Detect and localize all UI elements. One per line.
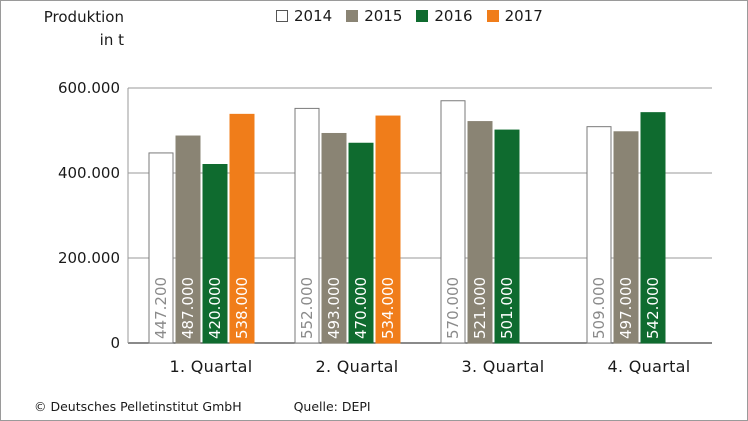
bar-2014 [294,107,320,344]
x-category-label: 1. Quartal [170,357,253,376]
x-category-label: 4. Quartal [608,357,691,376]
legend-item-2015: 2015 [346,7,402,25]
copyright-notice: © Deutsches Pelletinstitut GmbH [34,399,242,414]
legend-label-2014: 2014 [294,7,333,25]
bar-data-label: 538.000 [233,277,251,339]
bar-2016 [348,142,374,344]
bar-2016 [640,112,666,344]
legend-item-2017: 2017 [486,7,543,25]
legend-swatch-2016 [416,10,429,22]
legend-swatch-2015 [346,10,359,22]
bar-data-label: 542.000 [644,277,662,339]
legend-swatch-2017 [486,10,499,22]
y-axis-title-line-1: Produktion [43,8,124,26]
source-note: Quelle: DEPI [293,399,371,414]
legend-item-2014: 2014 [276,7,332,25]
bar-data-label: 487.000 [179,277,197,339]
bar-data-label: 509.000 [590,277,608,339]
legend: 2014 2015 2016 2017 [276,6,557,26]
legend-swatch-2014 [276,10,288,22]
bar-2014 [148,152,174,344]
bar-2016 [202,164,228,344]
x-category-label: 3. Quartal [462,357,545,376]
bar-data-label: 470.000 [352,277,370,339]
legend-label-2016: 2016 [434,7,473,25]
legend-item-2016: 2016 [416,7,473,25]
y-tick-label: 200.000 [58,249,120,267]
bar-data-label: 447.200 [152,277,170,339]
y-tick-label: 0 [110,334,120,352]
bar-data-label: 501.000 [498,277,516,339]
bar-2015 [175,135,201,344]
y-tick-label: 400.000 [58,164,120,182]
bar-data-label: 420.000 [206,277,224,339]
bar-2015 [613,131,639,344]
footer: © Deutsches Pelletinstitut GmbH Quelle: … [34,399,419,414]
y-axis-title-line-2: in t [99,31,124,49]
bar-2014 [440,100,466,344]
bar-2015 [321,132,347,344]
bar-data-label: 493.000 [325,277,343,339]
y-axis-title: Produktion in t [30,6,124,52]
bar-data-label: 497.000 [617,277,635,339]
bar-data-label: 570.000 [444,277,462,339]
bar-data-label: 521.000 [471,277,489,339]
legend-label-2015: 2015 [364,7,403,25]
bar-2016 [494,129,520,344]
bar-2015 [467,121,493,344]
bar-2017 [375,115,401,344]
x-category-label: 2. Quartal [316,357,399,376]
bar-data-label: 552.000 [298,277,316,339]
bar-data-label: 534.000 [379,277,397,339]
bar-2014 [586,126,612,344]
y-tick-label: 600.000 [58,79,120,97]
bar-2017 [229,113,255,344]
legend-label-2017: 2017 [504,7,543,25]
